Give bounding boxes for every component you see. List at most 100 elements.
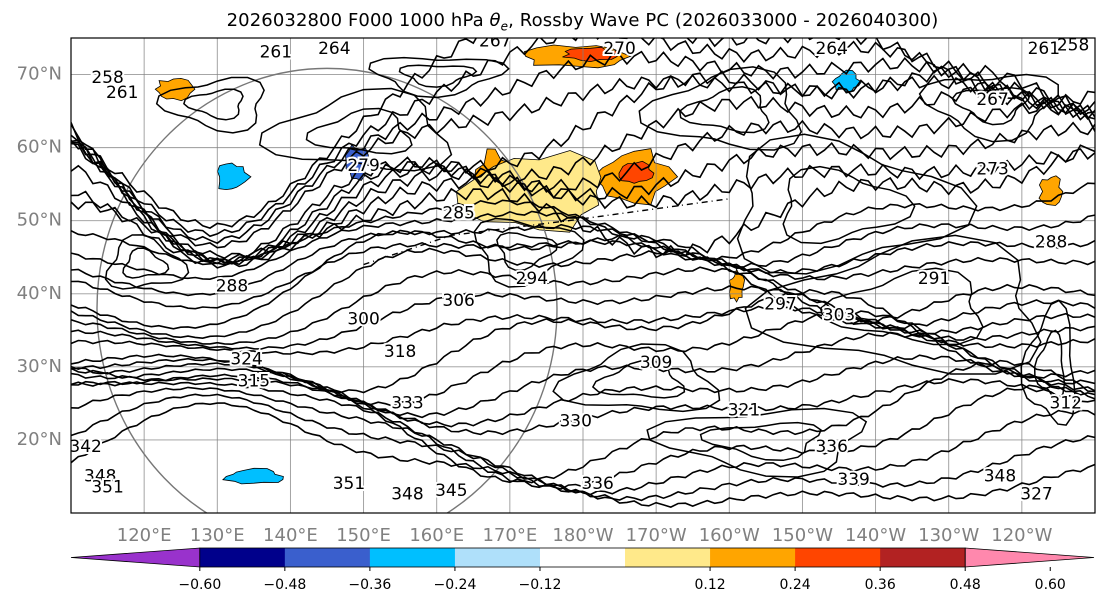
colorbar-bin: [880, 548, 966, 567]
longitude-tick-label: 160°W: [699, 525, 760, 546]
longitude-tick-label: 170°E: [482, 525, 537, 546]
pc-fill-region: [831, 69, 862, 93]
contour-label: 285: [442, 203, 474, 223]
longitude-tick-label: 140°E: [263, 525, 318, 546]
contour-label: 267: [976, 90, 1008, 110]
contour-label: 348: [84, 466, 116, 486]
theta-e-closed-contour: [678, 86, 770, 134]
longitude-tick-label: 180°W: [552, 525, 613, 546]
theta-e-contour: [71, 373, 1095, 436]
contour-label: 333: [391, 393, 423, 413]
theta-e-closed-contour: [591, 360, 686, 399]
longitude-tick-label: 150°E: [336, 525, 391, 546]
contour-label: 258: [91, 68, 123, 88]
colorbar-tick-label: 0.36: [865, 577, 896, 593]
colorbar-extend-low: [70, 547, 201, 568]
theta-e-closed-contour: [496, 231, 558, 272]
contour-label: 273: [976, 160, 1008, 180]
theta-e-contour: [71, 266, 1095, 346]
longitude-tick-label: 130°E: [190, 525, 245, 546]
theta-e-closed-contour: [1020, 299, 1076, 426]
contour-label: 270: [603, 39, 635, 59]
contour-label: 318: [384, 342, 416, 362]
longitude-tick-label: 150°W: [772, 525, 833, 546]
colorbar-outline: [199, 547, 966, 568]
colorbar-bin: [710, 548, 796, 567]
contour-label: 330: [559, 412, 591, 432]
contour-label: 348: [391, 485, 423, 505]
longitude-tick-label: 120°E: [117, 525, 172, 546]
latitude-tick-label: 20°N: [17, 429, 62, 450]
theta-e-contour: [71, 148, 1095, 269]
colorbar-bin: [199, 548, 286, 567]
contour-label: 264: [815, 39, 847, 59]
theta-e-contour: [71, 100, 1095, 265]
theta-e-contour: [71, 38, 1095, 229]
colorbar-tick-label: 0.60: [1035, 577, 1066, 593]
contour-label: 267: [479, 32, 511, 52]
contour-label: 351: [91, 477, 123, 497]
contour-label: 336: [815, 437, 847, 457]
theta-e-contour: [71, 223, 1095, 297]
theta-e-contour: [71, 38, 1095, 238]
theta-e-closed-contour: [305, 107, 413, 155]
pc-fill-region: [618, 160, 655, 184]
theta-e-contour: [71, 50, 1095, 245]
theta-e-closed-contour: [782, 165, 916, 245]
colorbar-tick-label: −0.24: [433, 577, 476, 593]
theta-e-contour: [71, 305, 1095, 356]
colorbar-extend-high: [964, 547, 1095, 568]
longitude-tick-label: 130°W: [918, 525, 979, 546]
theta-e-closed-contour: [122, 247, 170, 279]
theta-e-closed-contour: [736, 133, 978, 275]
theta-e-contour: [71, 121, 1095, 266]
contour-label: 321: [728, 401, 760, 421]
colorbar-tick-label: −0.60: [178, 577, 221, 593]
contour-label: 264: [318, 39, 350, 59]
pc-fill-region: [562, 46, 621, 63]
contour-label: 291: [918, 269, 950, 289]
theta-e-closed-contour: [918, 73, 1059, 143]
latitude-tick-label: 30°N: [17, 356, 62, 377]
contour-label: 345: [435, 481, 467, 501]
longitude-tick-label: 140°W: [845, 525, 906, 546]
contour-label: 327: [1020, 485, 1052, 505]
contour-label: 288: [1035, 233, 1067, 253]
trough-line: [363, 198, 730, 266]
contour-label: 324: [230, 350, 262, 370]
theta-e-closed-contour: [699, 421, 822, 462]
longitude-tick-label: 170°W: [626, 525, 687, 546]
contour-label: 258: [1057, 35, 1089, 55]
colorbar-tick-label: 0.24: [780, 577, 811, 593]
longitude-tick-label: 120°W: [991, 525, 1052, 546]
title-tail: , Rossby Wave PC (2026033000 - 202604030…: [508, 10, 939, 31]
longitude-tick-label: 160°E: [409, 525, 464, 546]
contour-label: 315: [238, 371, 270, 391]
contour-label: 261: [106, 83, 138, 103]
contour-label: 300: [347, 309, 379, 329]
theta-e-closed-contour: [744, 234, 1042, 375]
contour-label: 261: [1028, 39, 1060, 59]
theta-e-closed-contour: [552, 343, 721, 413]
colorbar-bin: [369, 548, 456, 567]
contour-label: 297: [764, 295, 796, 315]
contour-label: 303: [823, 306, 855, 326]
theta-e-contours: [71, 38, 1095, 508]
colorbar-tick-labels: −0.60 −0.48 −0.36 −0.24 −0.12 0.12 0.24 0.36 0.4…: [178, 567, 1066, 593]
reference-circle-layer: [96, 67, 558, 513]
latitude-tick-label: 60°N: [17, 137, 62, 158]
longitude-tick-labels: 120°E 130°E 140°E 150°E 160°E 170°E 180°W 170°W…: [117, 525, 1053, 546]
contour-label: 309: [640, 353, 672, 373]
theta-e-closed-contour: [104, 234, 190, 290]
theta-e-contour: [71, 393, 1095, 502]
contour-label: 342: [69, 437, 101, 457]
contour-label: 312: [1050, 393, 1082, 413]
theta-e-contour: [71, 62, 1095, 265]
theta-e-closed-contour: [1033, 329, 1066, 400]
contour-label: 351: [333, 474, 365, 494]
latitude-tick-label: 70°N: [17, 64, 62, 85]
contour-label: 261: [260, 43, 292, 63]
